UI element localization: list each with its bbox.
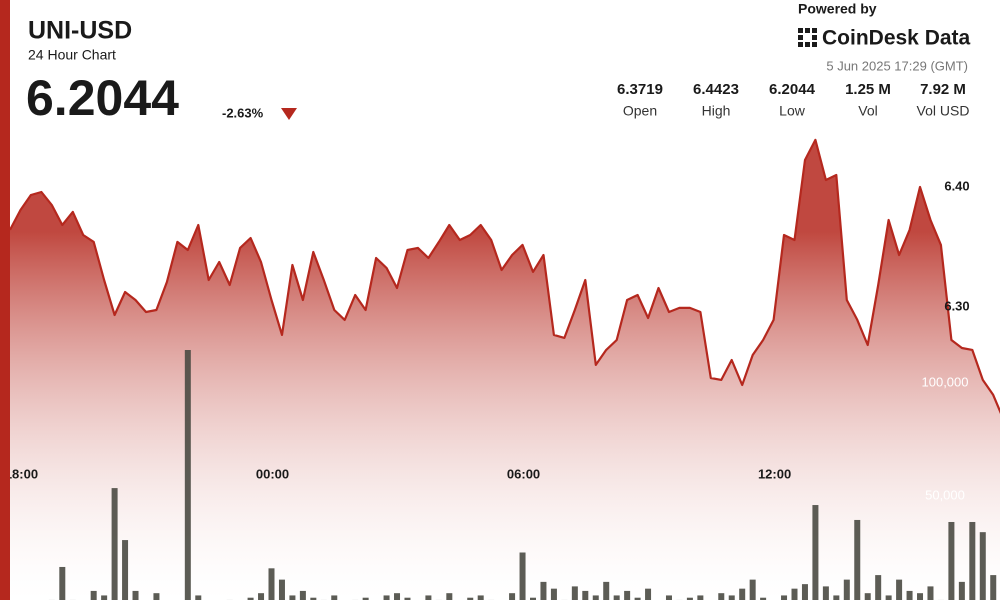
volume-bar [289, 595, 296, 600]
volume-bar [686, 597, 693, 600]
volume-bar [258, 593, 265, 600]
x-tick-label: 06:00 [507, 466, 540, 481]
volume-bar [969, 521, 976, 600]
volume-bar [509, 593, 516, 600]
volume-bar [645, 588, 652, 600]
volume-bar [990, 575, 997, 600]
volume-bar [613, 595, 620, 600]
volume-bar [760, 597, 767, 600]
volume-bar [791, 588, 798, 600]
volume-bar [958, 581, 965, 600]
volume-bar [132, 590, 139, 600]
volume-bar [948, 521, 955, 600]
side-bar [0, 0, 10, 600]
volume-bar [394, 593, 401, 600]
volume-bar [885, 595, 892, 600]
stats: 6.3719 Open 6.4423 High 6.2044 Low 1.25 M Vol 7.… [617, 81, 969, 119]
volume-bar [59, 566, 66, 600]
plot: 18:00 00:00 06:00 12:00 6.40 6.30 100,000 50,00… [5, 138, 1000, 600]
volume-bar [383, 595, 390, 600]
volume-bar [822, 586, 829, 600]
volume-bar [101, 595, 108, 600]
volume-bar [749, 579, 756, 600]
volume-bar [519, 552, 526, 600]
stat-label: Vol [858, 103, 877, 119]
volume-bar [917, 593, 924, 600]
volume-bar [739, 588, 746, 600]
volume-bar [278, 579, 285, 600]
volume-bar [404, 597, 411, 600]
volume-bar [90, 590, 97, 600]
volume-bar [718, 593, 725, 600]
stat-label: Low [779, 103, 806, 119]
volume-bar [111, 488, 118, 600]
y2-tick-label: 50,000 [925, 487, 965, 502]
volume-bar [864, 593, 871, 600]
volume-bar [843, 579, 850, 600]
volume-bar [247, 597, 254, 600]
volume-bar [592, 595, 599, 600]
volume-bar [665, 595, 672, 600]
volume-bar [812, 505, 819, 600]
volume-bar [540, 581, 547, 600]
volume-bar [979, 532, 986, 600]
powered-by: Powered by [798, 1, 877, 17]
y-tick-label: 6.40 [944, 178, 969, 193]
volume-bar [467, 597, 474, 600]
stat-label: Open [623, 103, 657, 119]
volume-bar [634, 597, 641, 600]
volume-bar [603, 581, 610, 600]
y2-tick-label: 100,000 [922, 374, 969, 389]
brand: CoinDesk Data [822, 27, 971, 50]
volume-bar [833, 595, 840, 600]
volume-bar [624, 590, 631, 600]
stat-value: 6.3719 [617, 81, 663, 98]
volume-bar [477, 595, 484, 600]
volume-bar [153, 593, 160, 600]
volume-bar [582, 590, 589, 600]
stat-value: 7.92 M [920, 81, 966, 98]
volume-bar [195, 595, 202, 600]
volume-bar [875, 575, 882, 600]
title: UNI-USD [28, 17, 132, 45]
volume-bar [781, 595, 788, 600]
volume-bar [927, 586, 934, 600]
price: 6.2044 [26, 70, 179, 126]
volume-bar [122, 540, 129, 600]
volume-bar [362, 597, 369, 600]
volume-bar [530, 597, 536, 600]
logo-icon [798, 28, 817, 47]
subtitle: 24 Hour Chart [28, 47, 116, 63]
price-area [10, 139, 1000, 600]
volume-bar [854, 519, 861, 600]
volume-bar [310, 597, 317, 600]
volume-bar [425, 595, 432, 600]
x-tick-label: 00:00 [256, 466, 289, 481]
stat-label: High [702, 103, 731, 119]
x-tick-label: 12:00 [758, 466, 791, 481]
stat-value: 6.4423 [693, 81, 739, 98]
volume-bar [299, 590, 306, 600]
volume-bar [906, 590, 913, 600]
volume-bar [184, 350, 191, 600]
change: -2.63% [222, 105, 264, 120]
volume-bar [801, 584, 808, 600]
volume-bar [728, 595, 735, 600]
stat-label: Vol USD [917, 103, 970, 119]
volume-bar [268, 568, 275, 600]
y-tick-label: 6.30 [944, 298, 969, 313]
timestamp: 5 Jun 2025 17:29 (GMT) [826, 58, 968, 73]
stat-value: 6.2044 [769, 81, 816, 98]
volume-bar [446, 593, 453, 600]
volume-bar [896, 579, 903, 600]
volume-bar [697, 595, 704, 600]
x-tick-label: 18:00 [5, 466, 38, 481]
volume-bar [571, 586, 578, 600]
down-arrow [281, 108, 297, 120]
stat-value: 1.25 M [845, 81, 891, 98]
volume-bar [550, 588, 557, 600]
price-line [9, 138, 1000, 415]
volume-bar [331, 595, 338, 600]
